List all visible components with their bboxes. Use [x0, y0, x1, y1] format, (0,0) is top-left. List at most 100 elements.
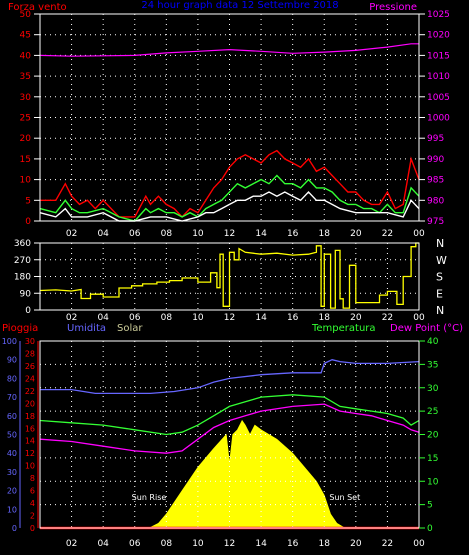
x-tick-label-08: 08	[161, 313, 173, 323]
x-tick-label-18: 18	[319, 313, 331, 323]
right-tick-1010: 1010	[427, 72, 450, 82]
x-tick-label-20: 20	[350, 229, 362, 239]
x-tick-label-16: 16	[287, 313, 299, 323]
sun-set-label: Sun Set	[329, 493, 360, 502]
pioggia-tick-22: 22	[25, 387, 35, 396]
p3-series-line-2	[39, 403, 420, 454]
legend-solar: Solar	[117, 323, 143, 334]
x-tick-label-14: 14	[255, 313, 267, 323]
temp-tick-15: 15	[427, 454, 438, 464]
right-tick-980: 980	[427, 196, 444, 206]
right-tick-1015: 1015	[427, 51, 450, 61]
p1-series-line-2	[39, 174, 420, 222]
temp-tick-35: 35	[427, 360, 438, 370]
x-tick-label-18: 18	[319, 229, 331, 239]
left-tick-20: 20	[20, 134, 32, 144]
x-tick-label-00: 00	[413, 539, 425, 549]
umidita-tick-10: 10	[7, 505, 17, 514]
temp-tick-10: 10	[427, 477, 439, 487]
temp-tick-5: 5	[427, 501, 433, 511]
temp-tick-20: 20	[427, 431, 439, 441]
compass-label-4: N	[436, 304, 444, 317]
left-tick-30: 30	[20, 93, 32, 103]
compass-label-1: W	[436, 254, 447, 267]
right-tick-995: 995	[427, 134, 444, 144]
x-tick-label-20: 20	[350, 313, 362, 323]
x-tick-label-02: 02	[66, 539, 77, 549]
umidita-tick-100: 100	[2, 337, 17, 346]
x-tick-label-14: 14	[255, 229, 267, 239]
left-tick-10: 10	[20, 176, 32, 186]
x-tick-label-00: 00	[413, 313, 425, 323]
left-tick-25: 25	[20, 114, 31, 124]
pioggia-tick-12: 12	[25, 449, 35, 458]
umidita-tick-80: 80	[7, 374, 17, 383]
dir-tick-180: 180	[14, 273, 31, 283]
x-tick-label-16: 16	[287, 229, 299, 239]
x-tick-label-18: 18	[319, 539, 331, 549]
x-tick-label-02: 02	[66, 313, 77, 323]
x-tick-label-06: 06	[129, 313, 141, 323]
p3-gridlines	[40, 341, 420, 528]
x-tick-label-16: 16	[287, 539, 299, 549]
temp-tick-40: 40	[427, 337, 439, 347]
pioggia-tick-6: 6	[30, 487, 35, 496]
dir-tick-0: 0	[25, 306, 31, 316]
umidita-tick-0: 0	[12, 524, 17, 533]
left-axis-label: Forza vento	[8, 2, 67, 13]
legend-dew-point: Dew Point (°C)	[390, 323, 463, 334]
wind-pressure-panel: Forza vento 24 hour graph data 12 Settem…	[8, 0, 450, 239]
pioggia-tick-4: 4	[30, 499, 35, 508]
umidita-tick-60: 60	[7, 412, 17, 421]
x-tick-label-12: 12	[224, 539, 235, 549]
pioggia-tick-2: 2	[30, 512, 35, 521]
left-tick-15: 15	[20, 155, 31, 165]
legend-temperatura: Temperatura	[311, 323, 376, 334]
pioggia-tick-18: 18	[25, 412, 35, 421]
x-tick-label-02: 02	[66, 229, 77, 239]
left-tick-35: 35	[20, 72, 31, 82]
pioggia-tick-16: 16	[25, 424, 35, 433]
pioggia-tick-14: 14	[25, 437, 35, 446]
x-tick-label-20: 20	[350, 539, 362, 549]
left-tick-0: 0	[25, 217, 31, 227]
x-tick-label-22: 22	[382, 229, 393, 239]
right-axis-label: Pressione	[369, 2, 417, 13]
compass-label-3: E	[436, 287, 443, 300]
pioggia-tick-10: 10	[25, 462, 35, 471]
dir-tick-360: 360	[14, 239, 31, 249]
right-tick-990: 990	[427, 155, 444, 165]
temp-tick-25: 25	[427, 407, 438, 417]
pioggia-tick-24: 24	[25, 374, 35, 383]
p3-series-line-1	[39, 394, 420, 436]
right-tick-1025: 1025	[427, 10, 450, 20]
x-tick-label-12: 12	[224, 229, 235, 239]
x-tick-label-10: 10	[192, 539, 204, 549]
right-tick-1005: 1005	[427, 93, 450, 103]
p1-series-line-0	[39, 43, 419, 57]
pioggia-tick-0: 0	[30, 524, 35, 533]
compass-label-0: N	[436, 237, 444, 250]
x-tick-label-06: 06	[129, 539, 141, 549]
p1-series-line-1	[40, 149, 420, 218]
x-tick-label-04: 04	[97, 229, 109, 239]
x-tick-label-22: 22	[382, 313, 393, 323]
legend-pioggia: Pioggia	[2, 323, 38, 334]
x-tick-label-22: 22	[382, 539, 393, 549]
umidita-tick-70: 70	[7, 393, 17, 402]
left-tick-40: 40	[20, 51, 32, 61]
x-tick-label-00: 00	[413, 229, 425, 239]
umidita-tick-50: 50	[7, 431, 17, 440]
p2-series-line-0	[39, 242, 419, 309]
dir-tick-90: 90	[20, 289, 32, 299]
p1-series-lines	[39, 43, 420, 222]
p3-axes: 0102030405060708090100024681012141618202…	[2, 337, 439, 549]
right-tick-1020: 1020	[427, 31, 450, 41]
pioggia-tick-20: 20	[25, 399, 35, 408]
compass-label-2: S	[436, 271, 443, 284]
x-tick-label-04: 04	[97, 313, 109, 323]
p3-series-line-0	[40, 359, 420, 395]
umidita-tick-40: 40	[7, 449, 17, 458]
